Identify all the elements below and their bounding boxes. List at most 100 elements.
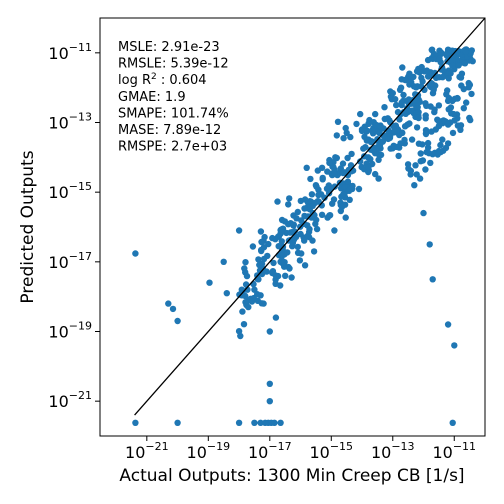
data-point xyxy=(442,144,450,152)
data-point xyxy=(400,108,407,116)
data-point xyxy=(223,290,230,297)
data-point xyxy=(293,215,300,222)
data-point xyxy=(249,243,257,250)
data-point xyxy=(451,342,458,349)
data-point xyxy=(428,80,436,88)
data-point xyxy=(428,128,435,135)
data-point xyxy=(457,74,465,81)
data-point xyxy=(344,154,351,162)
data-point xyxy=(338,203,346,210)
data-point xyxy=(424,56,432,64)
data-point xyxy=(422,166,429,173)
data-point xyxy=(424,144,432,151)
data-point xyxy=(329,200,336,207)
metric-line: MASE: 7.89e-12 xyxy=(118,123,221,138)
data-point xyxy=(375,156,382,163)
data-point xyxy=(347,133,354,141)
data-point xyxy=(301,196,309,203)
data-point xyxy=(390,142,397,149)
data-point xyxy=(357,158,364,165)
data-point xyxy=(422,130,430,138)
data-point xyxy=(345,166,352,174)
data-point xyxy=(260,244,268,251)
data-point xyxy=(408,78,415,86)
data-point xyxy=(460,105,467,112)
data-point xyxy=(413,171,420,178)
data-point xyxy=(301,237,308,244)
data-point xyxy=(423,102,430,110)
data-point xyxy=(242,292,249,300)
data-point xyxy=(357,110,364,118)
data-point xyxy=(257,419,264,426)
y-tick-label: 10−15 xyxy=(48,180,92,202)
data-point xyxy=(342,214,349,221)
data-point xyxy=(272,280,279,287)
data-point xyxy=(263,268,270,275)
data-point xyxy=(269,268,277,275)
data-point xyxy=(369,127,376,134)
data-point xyxy=(288,274,295,281)
data-point xyxy=(391,127,398,135)
y-tick-label: 10−19 xyxy=(48,320,92,342)
y-tick-label: 10−21 xyxy=(48,389,92,411)
data-point xyxy=(240,321,248,328)
data-point xyxy=(340,169,347,176)
data-point xyxy=(235,328,243,335)
data-point xyxy=(275,243,282,250)
y-axis-ticks: 10−21 10−19 10−17 10−15 10−13 10−11 xyxy=(48,41,100,411)
data-point xyxy=(397,84,405,91)
data-point xyxy=(398,99,405,106)
data-point xyxy=(412,162,419,169)
data-point xyxy=(437,148,444,156)
data-point xyxy=(449,62,456,69)
data-point xyxy=(376,122,384,130)
data-point xyxy=(311,199,319,207)
data-point xyxy=(266,380,273,387)
data-point xyxy=(376,142,384,149)
data-point xyxy=(272,314,280,321)
data-point xyxy=(220,258,227,265)
data-point xyxy=(442,51,450,58)
data-point xyxy=(344,178,352,185)
data-point xyxy=(274,198,281,205)
x-tick-label: 10−11 xyxy=(432,440,476,462)
data-point xyxy=(365,163,372,171)
data-point xyxy=(415,114,422,122)
data-point xyxy=(353,120,360,128)
data-point xyxy=(287,229,294,236)
data-point xyxy=(248,298,256,305)
data-point xyxy=(325,190,333,197)
data-point xyxy=(440,117,447,124)
data-point xyxy=(419,157,427,164)
x-axis-ticks: 10−21 10−19 10−17 10−15 10−13 10−11 xyxy=(125,436,476,462)
data-point xyxy=(466,114,473,122)
data-point xyxy=(460,85,467,93)
x-tick-label: 10−15 xyxy=(309,440,353,462)
data-point xyxy=(348,150,355,158)
data-point xyxy=(413,124,421,131)
data-point xyxy=(372,170,379,178)
data-point xyxy=(282,272,289,279)
data-point xyxy=(306,225,313,233)
plot-frame xyxy=(99,17,486,437)
data-point xyxy=(406,120,413,127)
data-point xyxy=(313,216,320,224)
data-point xyxy=(415,140,423,147)
data-point xyxy=(342,124,349,132)
data-point xyxy=(298,250,305,257)
x-tick-label: 10−21 xyxy=(125,440,169,462)
data-point xyxy=(165,300,172,307)
data-point xyxy=(326,159,333,167)
y-tick-label: 10−11 xyxy=(48,41,92,63)
data-point xyxy=(448,110,455,117)
data-point xyxy=(372,110,379,118)
data-point xyxy=(308,191,316,198)
data-point xyxy=(251,419,258,426)
data-point xyxy=(331,170,338,178)
data-point xyxy=(315,191,322,199)
data-point xyxy=(313,225,321,233)
data-point xyxy=(439,136,446,143)
data-point xyxy=(266,398,273,405)
data-point xyxy=(256,267,264,274)
